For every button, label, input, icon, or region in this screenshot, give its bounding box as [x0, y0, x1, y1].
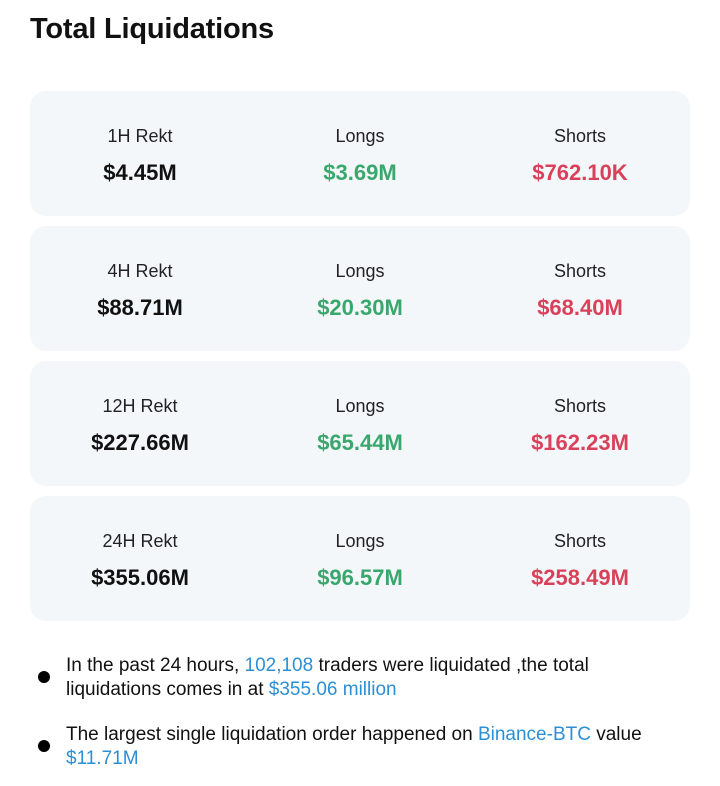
stat-label: 24H Rekt	[102, 531, 178, 551]
stat-label: 4H Rekt	[107, 261, 173, 281]
stat-column: Shorts $162.23M	[470, 361, 690, 486]
stat-label: Shorts	[553, 261, 607, 281]
stat-label: Longs	[335, 531, 385, 551]
liquidation-card: 24H Rekt $355.06M Longs $96.57M Shorts $258.4…	[30, 496, 690, 621]
stat-value: $355.06M	[91, 565, 189, 590]
stat-column: Longs $3.69M	[250, 91, 470, 216]
stat-value: $96.57M	[317, 565, 403, 590]
stat-value: $162.23M	[531, 430, 629, 455]
note-text: The largest single liquidation order hap…	[66, 724, 478, 745]
stat-label: Shorts	[553, 396, 607, 416]
stat-label: Longs	[335, 261, 385, 281]
stat-column: Shorts $68.40M	[470, 226, 690, 351]
stat-value: $227.66M	[91, 430, 189, 455]
stat-column: Shorts $258.49M	[470, 496, 690, 621]
stat-column: Longs $65.44M	[250, 361, 470, 486]
stat-label: Longs	[335, 396, 385, 416]
stat-column: Longs $20.30M	[250, 226, 470, 351]
stat-label: 12H Rekt	[102, 396, 178, 416]
stat-column: 24H Rekt $355.06M	[30, 496, 250, 621]
liquidation-card: 4H Rekt $88.71M Longs $20.30M Shorts $68.40M	[30, 226, 690, 351]
stat-column: Longs $96.57M	[250, 496, 470, 621]
stat-column: 1H Rekt $4.45M	[30, 91, 250, 216]
stat-column: 12H Rekt $227.66M	[30, 361, 250, 486]
stat-column: Shorts $762.10K	[470, 91, 690, 216]
note-text: In the past 24 hours,	[66, 655, 245, 676]
stat-column: 4H Rekt $88.71M	[30, 226, 250, 351]
liquidation-card: 12H Rekt $227.66M Longs $65.44M Shorts $162.2…	[30, 361, 690, 486]
note-text: traders were liquidated ,the total liqui…	[66, 655, 589, 700]
note: In the past 24 hours, 102,108 traders we…	[66, 654, 676, 702]
stat-value: $88.71M	[97, 295, 183, 320]
stat-label: Longs	[335, 126, 385, 146]
page-title: Total Liquidations	[30, 13, 274, 45]
stat-value: $65.44M	[317, 430, 403, 455]
stat-value: $20.30M	[317, 295, 403, 320]
note-highlight: $355.06 million	[268, 679, 397, 700]
stat-value: $68.40M	[537, 295, 623, 320]
bullet	[38, 740, 50, 752]
stat-label: 1H Rekt	[107, 126, 173, 146]
stat-label: Shorts	[553, 126, 607, 146]
stat-value: $762.10K	[532, 160, 628, 185]
note-highlight: $11.71M	[66, 748, 139, 769]
stat-value: $258.49M	[531, 565, 629, 590]
note-text: value	[590, 724, 642, 745]
stat-label: Shorts	[553, 531, 607, 551]
bullet	[38, 671, 50, 683]
liquidation-card: 1H Rekt $4.45M Longs $3.69M Shorts $762.10K	[30, 91, 690, 216]
stat-value: $3.69M	[323, 160, 397, 185]
note-highlight: Binance-BTC	[477, 724, 591, 745]
note: The largest single liquidation order hap…	[66, 723, 676, 771]
stat-value: $4.45M	[103, 160, 177, 185]
note-highlight: 102,108	[244, 655, 314, 676]
